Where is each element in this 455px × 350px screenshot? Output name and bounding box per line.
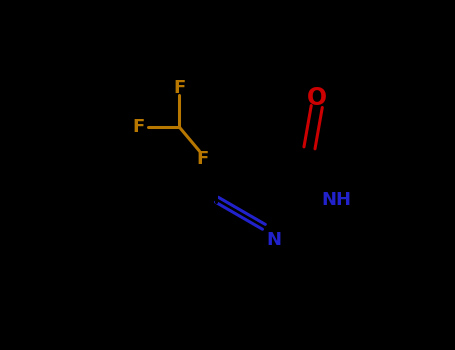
Text: F: F [197, 150, 209, 168]
Text: F: F [133, 118, 145, 136]
Text: O: O [307, 86, 327, 110]
Text: N: N [266, 231, 281, 250]
Text: NH: NH [322, 191, 352, 209]
Text: F: F [173, 79, 185, 97]
